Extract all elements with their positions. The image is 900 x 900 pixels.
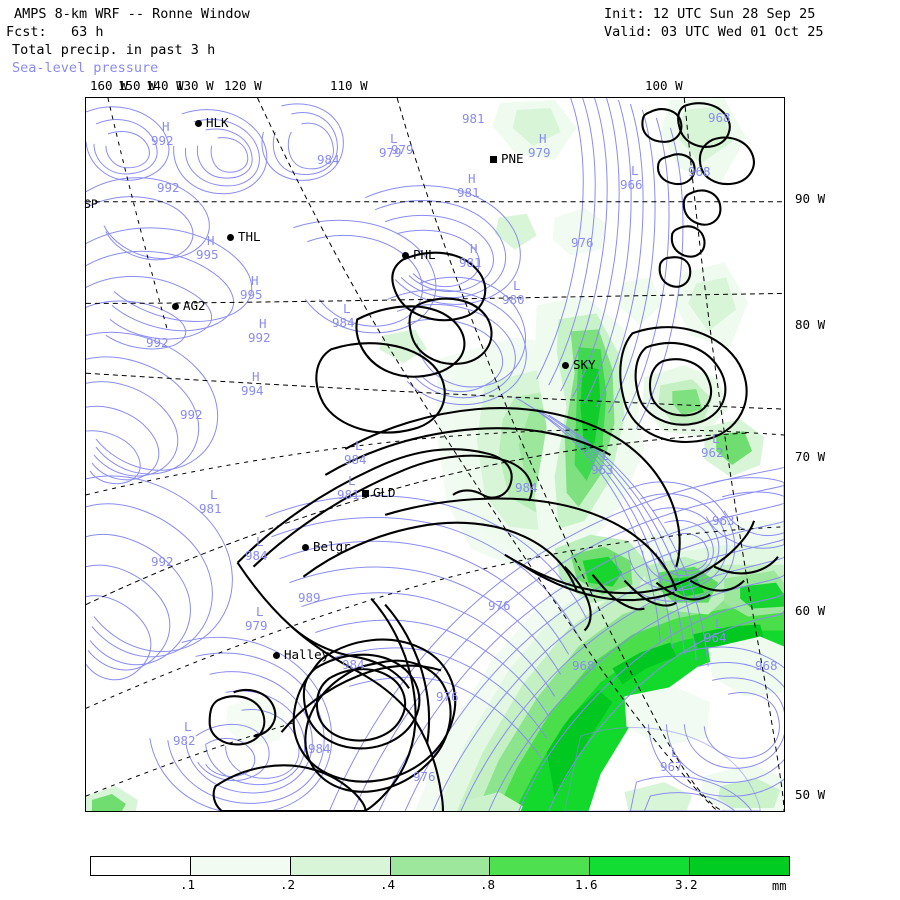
graticule-layer — [86, 98, 784, 811]
colorbar-tick-1: .2 — [280, 877, 296, 892]
colorbar-band-2 — [290, 857, 391, 875]
header-valid-time: Valid: 03 UTC Wed 01 Oct 25 — [604, 24, 824, 40]
lon-tick-label-5: 110 W — [330, 78, 368, 93]
station-marker-pne[interactable] — [490, 156, 497, 163]
station-marker-hlk[interactable] — [195, 120, 202, 127]
header-slp-field: Sea-level pressure — [12, 60, 159, 76]
lat-tick-label-2: 70 W — [795, 449, 826, 464]
lon-tick-label-0: 160 W — [90, 78, 128, 93]
colorbar-band-1 — [190, 857, 291, 875]
lon-tick-label-2: 140 W — [146, 78, 184, 93]
colorbar-tick-5: 3.2 — [675, 877, 698, 892]
colorbar-band-4 — [490, 857, 591, 875]
station-marker-gld[interactable] — [362, 490, 369, 497]
station-marker-thl[interactable] — [227, 234, 234, 241]
station-marker-belgr[interactable] — [302, 544, 309, 551]
map-graphics — [86, 98, 784, 811]
header-title: AMPS 8-km WRF -- Ronne Window — [14, 6, 250, 22]
colorbar-unit-label: mm — [772, 879, 787, 893]
header-forecast-hour: Fcst: 63 h — [6, 24, 104, 40]
colorbar-band-6 — [690, 857, 790, 875]
station-marker-sky[interactable] — [562, 362, 569, 369]
colorbar-tick-0: .1 — [180, 877, 196, 892]
station-marker-halley[interactable] — [273, 652, 280, 659]
lon-tick-label-4: 120 W — [224, 78, 262, 93]
sea-level-pressure-contours — [86, 98, 784, 811]
lat-tick-label-1: 80 W — [795, 317, 826, 332]
lat-tick-label-4: 50 W — [795, 787, 826, 802]
station-marker-ag2[interactable] — [172, 303, 179, 310]
colorbar-tick-2: .4 — [380, 877, 396, 892]
header-precip-field: Total precip. in past 3 h — [12, 42, 216, 58]
precip-shading-layer — [86, 98, 784, 811]
lat-tick-label-3: 60 W — [795, 603, 826, 618]
colorbar-band-5 — [590, 857, 691, 875]
colorbar-band-3 — [390, 857, 491, 875]
map-plot-area[interactable]: 992 992 992 992 984 981 979 976 968 968 976 968 968 9… — [85, 97, 785, 812]
lat-tick-label-0: 90 W — [795, 191, 826, 206]
coastline-layer — [208, 102, 779, 811]
lon-tick-label-1: 150 W — [118, 78, 156, 93]
colorbar-tick-4: 1.6 — [575, 877, 598, 892]
header-init-time: Init: 12 UTC Sun 28 Sep 25 — [604, 6, 816, 22]
colorbar-tick-3: .8 — [480, 877, 496, 892]
station-marker-phl[interactable] — [402, 252, 409, 259]
lon-tick-label-6: 100 W — [645, 78, 683, 93]
precip-colorbar[interactable] — [90, 856, 790, 876]
colorbar-band-0 — [91, 857, 191, 875]
lon-tick-label-3: 130 W — [176, 78, 214, 93]
